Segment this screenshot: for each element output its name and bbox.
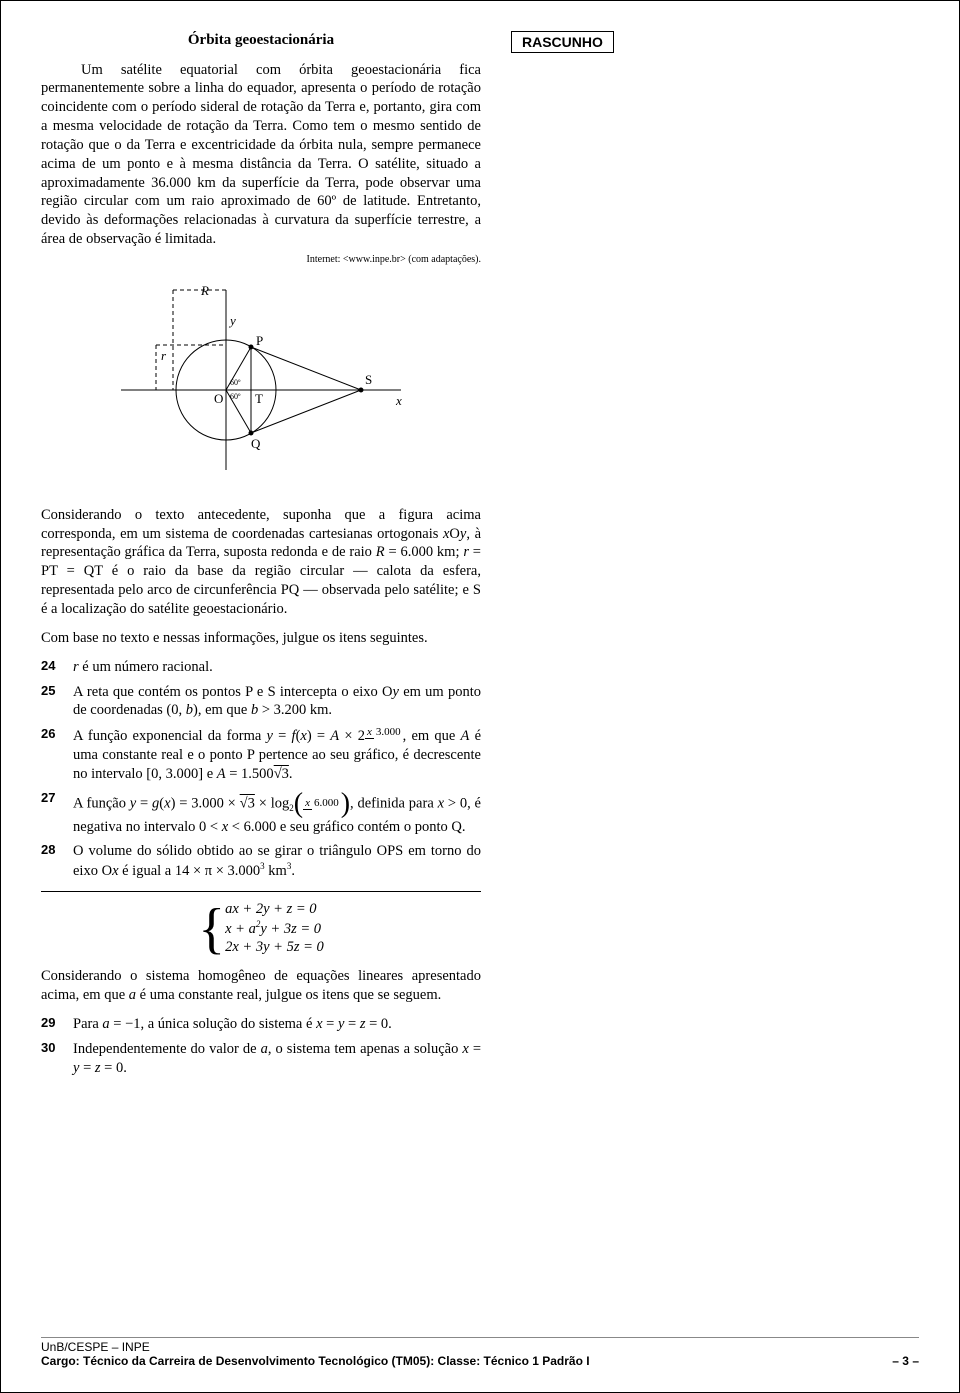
diag-S: S xyxy=(365,372,372,387)
source-citation: Internet: <www.inpe.br> (com adaptações)… xyxy=(41,253,481,266)
content-column: Órbita geoestacionária Um satélite equat… xyxy=(41,31,481,1321)
diag-y: y xyxy=(228,313,236,328)
section-title: Órbita geoestacionária xyxy=(41,31,481,51)
question-list-2: 29Para a = −1, a única solução do sistem… xyxy=(41,1015,481,1078)
diag-O: O xyxy=(214,391,223,406)
diag-ang2: 60º xyxy=(230,392,241,401)
context-paragraph: Considerando o texto antecedente, suponh… xyxy=(41,506,481,619)
orbit-diagram: R r y x P Q S O T 60º 60º xyxy=(41,280,481,486)
eq1: ax + 2y + z = 0 xyxy=(225,900,324,919)
question-24: 24r é um número racional. xyxy=(41,658,481,677)
intro-paragraph: Um satélite equatorial com órbita geoest… xyxy=(41,61,481,249)
scratch-label: RASCUNHO xyxy=(511,31,614,53)
question-25: 25A reta que contém os pontos P e S inte… xyxy=(41,683,481,721)
eq3: 2x + 3y + 5z = 0 xyxy=(225,938,324,957)
diag-r: r xyxy=(161,348,167,363)
diag-x: x xyxy=(395,393,402,408)
diag-T: T xyxy=(255,391,263,406)
exam-page: Órbita geoestacionária Um satélite equat… xyxy=(0,0,960,1393)
footer-page-number: – 3 – xyxy=(892,1354,919,1368)
two-column-layout: Órbita geoestacionária Um satélite equat… xyxy=(41,31,919,1321)
scratch-column: RASCUNHO xyxy=(511,31,919,1321)
page-footer: UnB/CESPE – INPE Cargo: Técnico da Carre… xyxy=(41,1337,919,1368)
equation-system: { ax + 2y + z = 0 x + a2y + 3z = 0 2x + … xyxy=(41,900,481,957)
eq2: x + a2y + 3z = 0 xyxy=(225,919,324,939)
diag-ang1: 60º xyxy=(230,378,241,387)
footer-cargo: Cargo: Técnico da Carreira de Desenvolvi… xyxy=(41,1354,590,1368)
question-26: 26A função exponencial da forma y = f(x)… xyxy=(41,726,481,783)
question-28: 28O volume do sólido obtido ao se girar … xyxy=(41,842,481,881)
separator xyxy=(41,891,481,892)
diag-Q: Q xyxy=(251,436,261,451)
footer-org: UnB/CESPE – INPE xyxy=(41,1337,919,1354)
diag-P: P xyxy=(256,333,263,348)
question-29: 29Para a = −1, a única solução do sistem… xyxy=(41,1015,481,1034)
instruction-paragraph: Com base no texto e nessas informações, … xyxy=(41,629,481,648)
question-list-1: 24r é um número racional. 25A reta que c… xyxy=(41,658,481,881)
system-context-paragraph: Considerando o sistema homogêneo de equa… xyxy=(41,967,481,1005)
diag-R: R xyxy=(200,283,209,298)
question-30: 30Independentemente do valor de a, o sis… xyxy=(41,1040,481,1078)
question-27: 27A função y = g(x) = 3.000 × √3 × log2(… xyxy=(41,790,481,837)
